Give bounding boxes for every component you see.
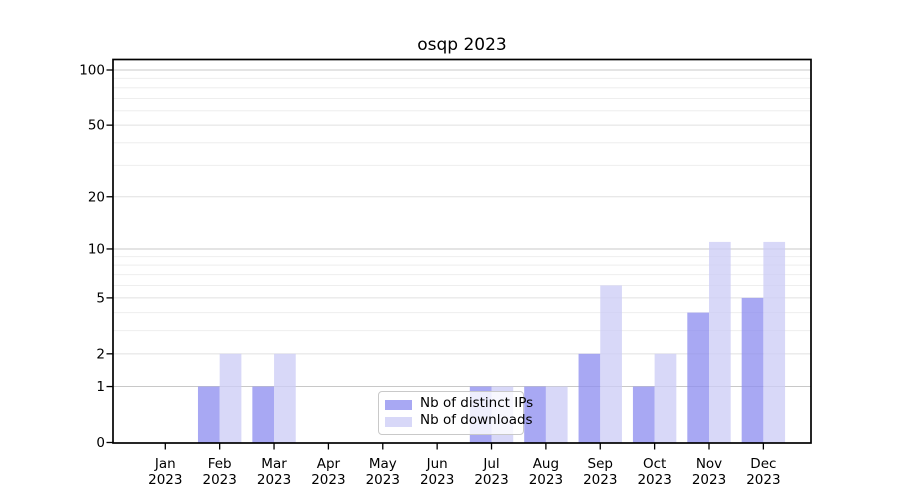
x-tick-label-year: 2023 xyxy=(202,472,236,488)
bar-downloads-oct xyxy=(654,353,677,443)
legend-swatch-distinct-ips xyxy=(385,399,412,410)
bar-ips-mar xyxy=(252,386,275,443)
y-tick-label: 2 xyxy=(96,346,105,362)
x-tick-label-month: Feb xyxy=(208,456,232,472)
x-tick-label-year: 2023 xyxy=(692,472,726,488)
bar-ips-nov xyxy=(687,312,709,443)
bar-downloads-dec xyxy=(763,241,786,443)
y-tick-label: 0 xyxy=(96,435,105,451)
x-tick-label-month: Aug xyxy=(533,456,559,472)
x-tick-label-year: 2023 xyxy=(746,472,780,488)
bar-downloads-nov xyxy=(709,241,731,443)
bar-ips-oct xyxy=(632,386,655,443)
x-tick-label-month: May xyxy=(369,456,397,472)
x-tick-label-year: 2023 xyxy=(311,472,345,488)
y-tick-label: 100 xyxy=(79,63,105,79)
bar-downloads-aug xyxy=(545,386,568,443)
x-tick-label-year: 2023 xyxy=(366,472,400,488)
x-tick-label-year: 2023 xyxy=(148,472,182,488)
bar-downloads-feb xyxy=(219,353,242,443)
y-tick-label: 5 xyxy=(96,290,105,306)
x-tick-label-month: Jul xyxy=(482,456,499,472)
x-tick-label-year: 2023 xyxy=(420,472,454,488)
x-tick-label-year: 2023 xyxy=(529,472,563,488)
legend-item-downloads: Nb of downloads xyxy=(385,414,533,430)
x-tick-label-month: Mar xyxy=(261,456,287,472)
y-tick-label: 20 xyxy=(88,189,105,205)
y-tick-label: 10 xyxy=(88,241,105,257)
bar-ips-sep xyxy=(578,353,601,443)
legend: Nb of distinct IPs Nb of downloads xyxy=(378,391,533,435)
legend-item-distinct-ips: Nb of distinct IPs xyxy=(385,397,533,413)
legend-swatch-downloads xyxy=(385,416,412,427)
x-tick-label-year: 2023 xyxy=(637,472,671,488)
x-tick-label-year: 2023 xyxy=(257,472,291,488)
y-tick-label: 1 xyxy=(96,379,105,395)
bar-downloads-mar xyxy=(274,353,296,443)
x-tick-label-month: Jan xyxy=(154,456,176,472)
bar-ips-feb xyxy=(197,386,220,443)
chart-title: osqp 2023 xyxy=(417,35,507,55)
x-tick-label-month: Dec xyxy=(750,456,776,472)
x-tick-label-year: 2023 xyxy=(474,472,508,488)
legend-label-downloads: Nb of downloads xyxy=(420,412,533,429)
x-tick-label-month: Oct xyxy=(643,456,666,472)
y-tick-label: 50 xyxy=(88,118,105,134)
bar-downloads-sep xyxy=(600,285,622,443)
bar-ips-dec xyxy=(741,297,764,443)
x-tick-label-month: Sep xyxy=(588,456,613,472)
bar-ips-aug xyxy=(524,386,546,443)
x-tick-label-month: Nov xyxy=(696,456,722,472)
x-tick-label-month: Apr xyxy=(317,456,341,472)
axes-frame xyxy=(112,58,812,444)
legend-label-distinct-ips: Nb of distinct IPs xyxy=(420,395,534,412)
x-tick-label-year: 2023 xyxy=(583,472,617,488)
x-tick-label-month: Jun xyxy=(426,456,448,472)
